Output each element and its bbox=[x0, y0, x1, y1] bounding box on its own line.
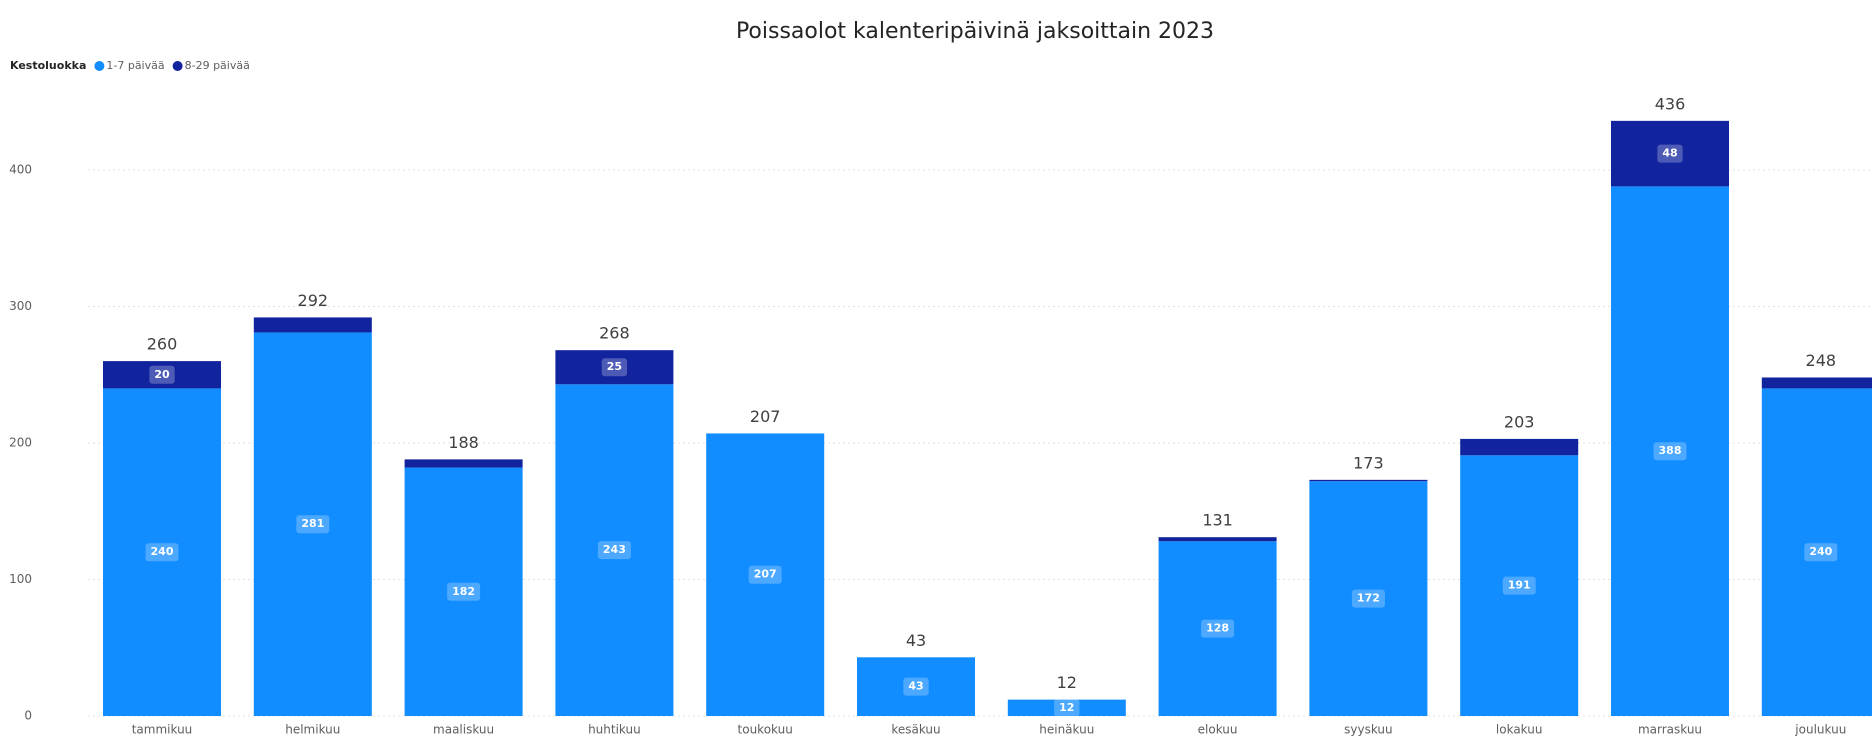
bar-segment bbox=[1460, 455, 1579, 716]
data-label-bg bbox=[1502, 576, 1536, 595]
y-tick-label: 0 bbox=[24, 709, 32, 723]
data-label: 182 bbox=[452, 585, 475, 598]
bar-segment bbox=[1460, 438, 1579, 456]
data-label: 240 bbox=[151, 545, 174, 558]
data-label: 207 bbox=[754, 568, 777, 581]
bar-segment bbox=[1611, 186, 1729, 716]
bar-segment bbox=[555, 350, 674, 385]
data-label-bg bbox=[597, 541, 631, 560]
total-label: 173 bbox=[1353, 453, 1384, 472]
legend-label: 1-7 päivää bbox=[106, 59, 164, 72]
data-label-bg bbox=[145, 543, 179, 562]
bar-segment bbox=[1611, 120, 1729, 187]
bar-segment bbox=[706, 433, 825, 716]
x-tick-label: huhtikuu bbox=[588, 723, 641, 737]
data-label: 281 bbox=[301, 517, 324, 530]
total-label: 268 bbox=[599, 324, 630, 343]
x-tick-label: kesäkuu bbox=[891, 723, 940, 737]
x-tick-label: lokakuu bbox=[1496, 723, 1543, 737]
data-label-bg bbox=[1351, 589, 1385, 608]
bar-segment bbox=[103, 361, 221, 389]
data-label-bg bbox=[748, 565, 782, 584]
data-label: 128 bbox=[1206, 622, 1229, 635]
total-label: 260 bbox=[147, 335, 178, 354]
total-label: 292 bbox=[298, 291, 329, 310]
total-label: 43 bbox=[906, 631, 926, 650]
x-tick-label: helmikuu bbox=[285, 723, 340, 737]
y-tick-label: 100 bbox=[9, 572, 32, 586]
data-label-bg bbox=[601, 358, 628, 377]
x-tick-label: joulukuu bbox=[1794, 723, 1846, 737]
data-label: 388 bbox=[1659, 444, 1682, 457]
x-tick-label: maaliskuu bbox=[433, 723, 494, 737]
bar-segment bbox=[253, 332, 372, 716]
bar-segment bbox=[404, 459, 523, 468]
total-label: 207 bbox=[750, 407, 781, 426]
bar-segment bbox=[1158, 541, 1277, 716]
x-tick-label: toukokuu bbox=[738, 723, 793, 737]
data-label: 12 bbox=[1059, 701, 1074, 714]
data-label-bg bbox=[149, 365, 175, 384]
data-label: 243 bbox=[603, 543, 626, 556]
x-tick-label: tammikuu bbox=[132, 723, 193, 737]
x-tick-label: heinäkuu bbox=[1039, 723, 1094, 737]
data-label: 48 bbox=[1662, 147, 1677, 160]
x-tick-label: elokuu bbox=[1198, 723, 1238, 737]
data-label-bg bbox=[1201, 619, 1235, 638]
total-label: 436 bbox=[1655, 94, 1686, 113]
bar-segment bbox=[1309, 479, 1428, 482]
data-label: 172 bbox=[1357, 592, 1380, 605]
y-tick-label: 300 bbox=[9, 299, 32, 313]
bar-segment bbox=[253, 317, 372, 333]
data-label-bg bbox=[1054, 698, 1080, 717]
data-label: 43 bbox=[908, 680, 923, 693]
bar-segment bbox=[103, 388, 221, 716]
total-label: 131 bbox=[1202, 511, 1233, 530]
total-label: 12 bbox=[1057, 673, 1077, 692]
y-tick-label: 400 bbox=[9, 163, 32, 177]
bar-segment bbox=[1309, 481, 1428, 716]
chart-title: Poissaolot kalenteripäivinä jaksoittain … bbox=[736, 19, 1214, 44]
data-label: 191 bbox=[1508, 579, 1531, 592]
total-label: 188 bbox=[448, 433, 479, 452]
legend-marker bbox=[94, 61, 105, 71]
data-label: 20 bbox=[154, 368, 170, 381]
x-tick-label: syyskuu bbox=[1344, 723, 1393, 737]
bar-segment bbox=[1158, 537, 1277, 542]
data-label-bg bbox=[1804, 543, 1838, 562]
data-label-bg bbox=[1657, 144, 1683, 163]
total-label: 248 bbox=[1806, 351, 1837, 370]
x-tick-label: marraskuu bbox=[1638, 723, 1702, 737]
bar-segment bbox=[1761, 388, 1872, 716]
legend-marker bbox=[172, 61, 183, 71]
bar-segment bbox=[555, 384, 674, 716]
data-label-bg bbox=[447, 582, 481, 601]
bar-segment bbox=[1761, 377, 1872, 389]
data-label: 25 bbox=[607, 360, 622, 373]
data-label: 240 bbox=[1809, 545, 1832, 558]
legend-label: 8-29 päivää bbox=[185, 59, 250, 72]
bar-segment bbox=[857, 657, 975, 716]
y-tick-label: 200 bbox=[9, 436, 32, 450]
data-label-bg bbox=[1653, 442, 1687, 461]
bar-segment bbox=[1007, 699, 1126, 716]
legend-title: Kestoluokka bbox=[10, 59, 86, 72]
bar-segment bbox=[404, 467, 523, 716]
data-label-bg bbox=[903, 677, 929, 696]
data-label-bg bbox=[296, 515, 330, 534]
total-label: 203 bbox=[1504, 412, 1535, 431]
